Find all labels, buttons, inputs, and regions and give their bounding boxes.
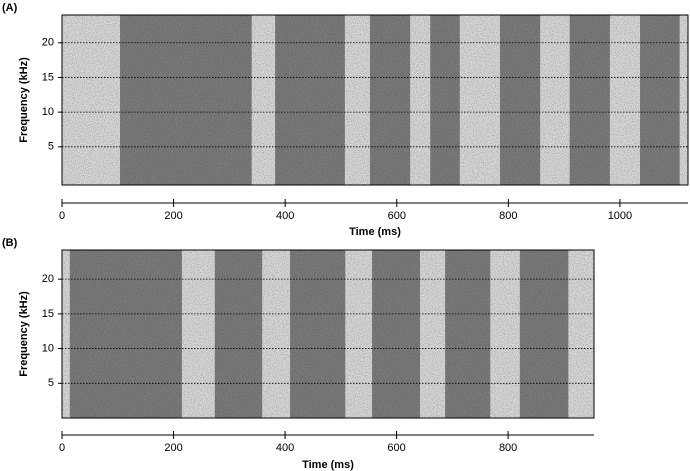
- syllable: [214, 250, 263, 418]
- y-tick-label: 5: [48, 377, 54, 389]
- x-tick-label: 800: [499, 442, 517, 454]
- x-tick-label: 600: [387, 442, 405, 454]
- y-tick-label: 10: [42, 106, 54, 118]
- syllable: [290, 250, 346, 418]
- x-tick-label: 600: [388, 210, 406, 222]
- y-axis-title: Frequency (kHz): [18, 57, 30, 143]
- y-tick-label: 20: [42, 37, 54, 49]
- plot-frame: [61, 249, 595, 419]
- syllable: [445, 250, 491, 418]
- syllable: [519, 250, 569, 418]
- x-tick-label: 1000: [608, 210, 632, 222]
- panel-label: (B): [2, 237, 18, 249]
- x-tick-label: 200: [164, 442, 182, 454]
- y-tick-label: 5: [48, 141, 54, 153]
- syllable: [369, 15, 411, 185]
- x-tick-label: 400: [276, 442, 294, 454]
- syllable: [430, 15, 460, 185]
- x-tick-label: 800: [499, 210, 517, 222]
- x-axis-title: Time (ms): [349, 226, 401, 238]
- y-tick-label: 20: [42, 273, 54, 285]
- syllable: [275, 15, 345, 185]
- syllable: [69, 250, 182, 418]
- y-tick-label: 10: [42, 342, 54, 354]
- syllable: [120, 15, 252, 185]
- x-tick-label: 400: [276, 210, 294, 222]
- plot-frame: [61, 14, 689, 186]
- x-axis-title: Time (ms): [302, 459, 354, 471]
- syllable: [640, 15, 680, 185]
- y-tick-label: 15: [42, 308, 54, 320]
- x-tick-label: 0: [59, 210, 65, 222]
- x-tick-label: 0: [59, 442, 65, 454]
- syllable: [569, 15, 610, 185]
- x-tick-label: 200: [164, 210, 182, 222]
- y-axis-title: Frequency (kHz): [18, 291, 30, 377]
- panel-label: (A): [2, 2, 18, 14]
- syllable: [372, 250, 421, 418]
- syllable: [499, 15, 541, 185]
- y-tick-label: 15: [42, 71, 54, 83]
